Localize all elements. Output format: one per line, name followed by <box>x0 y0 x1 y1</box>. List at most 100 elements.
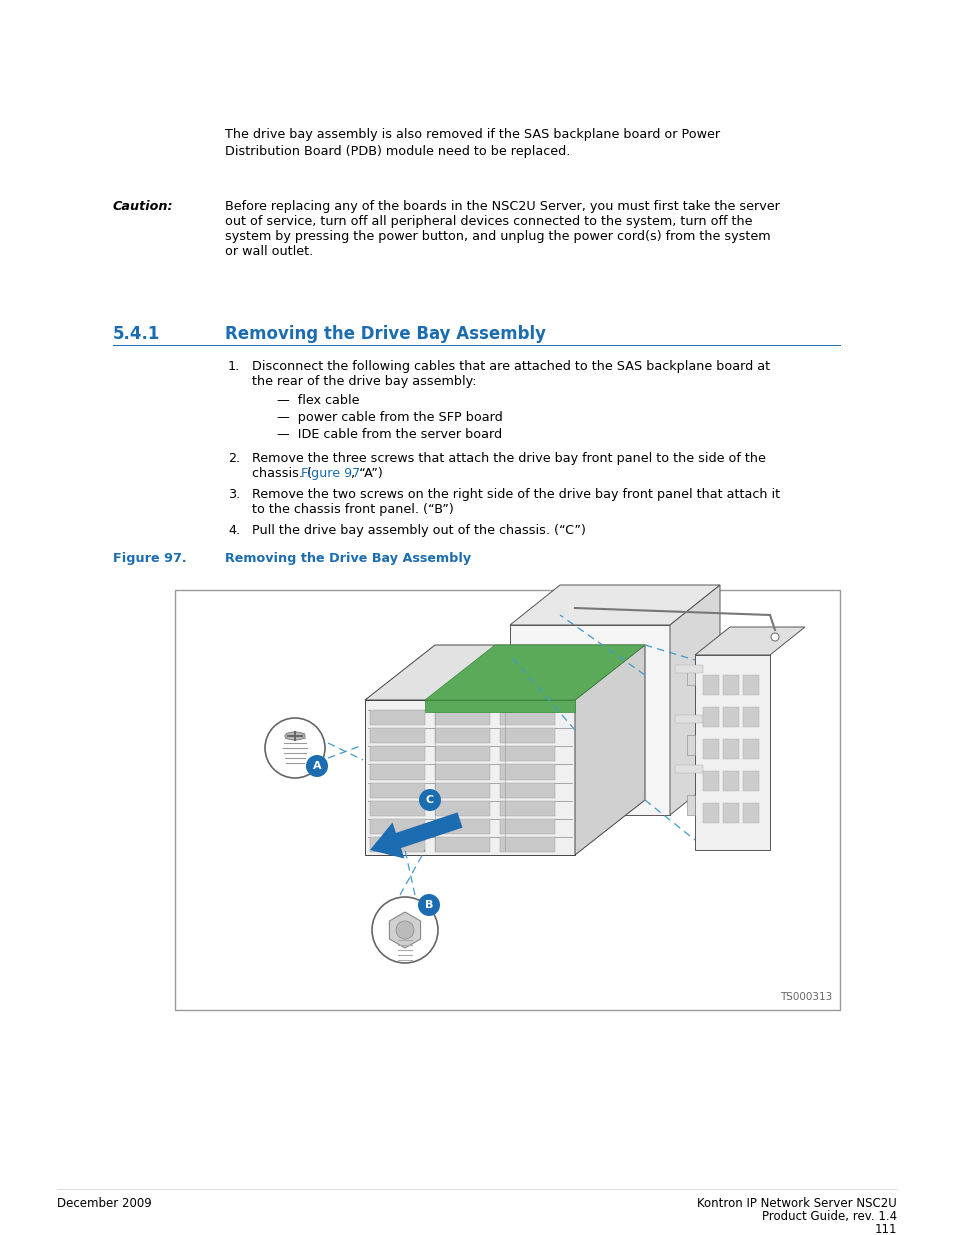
Text: 111: 111 <box>874 1223 896 1235</box>
Text: Product Guide, rev. 1.4: Product Guide, rev. 1.4 <box>761 1210 896 1223</box>
Bar <box>499 729 555 743</box>
Bar <box>742 676 759 695</box>
Polygon shape <box>695 627 804 655</box>
Circle shape <box>372 897 437 963</box>
Circle shape <box>395 921 414 939</box>
Text: or wall outlet.: or wall outlet. <box>225 245 313 258</box>
Text: The drive bay assembly is also removed if the SAS backplane board or Power: The drive bay assembly is also removed i… <box>225 128 720 141</box>
Bar <box>370 764 424 779</box>
Bar <box>435 764 490 779</box>
Bar <box>702 771 719 790</box>
Text: C: C <box>425 795 434 805</box>
Bar <box>675 664 702 673</box>
Text: out of service, turn off all peripheral devices connected to the system, turn of: out of service, turn off all peripheral … <box>225 215 752 228</box>
Bar <box>424 700 575 713</box>
Text: system by pressing the power button, and unplug the power cord(s) from the syste: system by pressing the power button, and… <box>225 230 770 243</box>
Text: Pull the drive bay assembly out of the chassis. (“C”): Pull the drive bay assembly out of the c… <box>252 524 585 537</box>
Bar <box>370 729 424 743</box>
Bar <box>686 735 695 755</box>
Text: 2.: 2. <box>228 452 240 466</box>
Bar <box>499 783 555 798</box>
Text: 1.: 1. <box>228 359 240 373</box>
Bar <box>499 746 555 761</box>
Bar <box>702 706 719 727</box>
Bar <box>722 803 739 823</box>
Text: Figure 97.: Figure 97. <box>112 552 187 564</box>
Polygon shape <box>365 700 575 855</box>
Text: —  power cable from the SFP board: — power cable from the SFP board <box>276 411 502 424</box>
Circle shape <box>265 718 325 778</box>
Text: Kontron IP Network Server NSC2U: Kontron IP Network Server NSC2U <box>697 1197 896 1210</box>
Bar <box>370 837 424 852</box>
Bar <box>370 783 424 798</box>
Bar <box>702 803 719 823</box>
Polygon shape <box>510 625 669 815</box>
Text: —  flex cable: — flex cable <box>276 394 359 408</box>
Bar <box>722 739 739 760</box>
Text: , “A”): , “A”) <box>351 467 382 480</box>
Bar <box>742 803 759 823</box>
Bar <box>702 676 719 695</box>
Text: Disconnect the following cables that are attached to the SAS backplane board at: Disconnect the following cables that are… <box>252 359 769 373</box>
Text: 4.: 4. <box>228 524 240 537</box>
Bar <box>370 746 424 761</box>
Polygon shape <box>695 655 769 850</box>
Bar <box>174 590 840 1010</box>
Bar <box>370 819 424 834</box>
Ellipse shape <box>285 732 305 740</box>
Text: A: A <box>313 761 321 771</box>
Text: Removing the Drive Bay Assembly: Removing the Drive Bay Assembly <box>225 552 471 564</box>
Text: Remove the three screws that attach the drive bay front panel to the side of the: Remove the three screws that attach the … <box>252 452 765 466</box>
Bar <box>686 795 695 815</box>
Text: the rear of the drive bay assembly:: the rear of the drive bay assembly: <box>252 375 476 388</box>
Text: TS000313: TS000313 <box>779 992 831 1002</box>
Bar <box>499 837 555 852</box>
Polygon shape <box>575 645 644 855</box>
Text: 5.4.1: 5.4.1 <box>112 325 160 343</box>
Bar <box>499 800 555 816</box>
Circle shape <box>417 894 439 916</box>
Bar <box>435 819 490 834</box>
Text: Caution:: Caution: <box>112 200 173 212</box>
FancyArrow shape <box>370 813 462 858</box>
Bar <box>686 664 695 685</box>
Text: Figure 97: Figure 97 <box>301 467 360 480</box>
Bar <box>499 764 555 779</box>
Bar <box>435 800 490 816</box>
Text: Removing the Drive Bay Assembly: Removing the Drive Bay Assembly <box>225 325 545 343</box>
Bar <box>370 800 424 816</box>
Bar <box>435 729 490 743</box>
Bar <box>499 819 555 834</box>
Text: 3.: 3. <box>228 488 240 501</box>
Text: B: B <box>424 900 433 910</box>
Polygon shape <box>365 645 644 700</box>
Bar <box>722 706 739 727</box>
Bar <box>742 771 759 790</box>
Text: —  IDE cable from the server board: — IDE cable from the server board <box>276 429 501 441</box>
Bar <box>499 710 555 725</box>
Text: Before replacing any of the boards in the NSC2U Server, you must first take the : Before replacing any of the boards in th… <box>225 200 779 212</box>
Bar <box>370 710 424 725</box>
Bar <box>435 710 490 725</box>
Polygon shape <box>510 585 720 625</box>
Bar <box>702 739 719 760</box>
Polygon shape <box>389 911 420 948</box>
Bar <box>675 715 702 722</box>
Bar <box>722 676 739 695</box>
Circle shape <box>418 789 440 811</box>
Text: Distribution Board (PDB) module need to be replaced.: Distribution Board (PDB) module need to … <box>225 144 570 158</box>
Bar <box>435 746 490 761</box>
Text: to the chassis front panel. (“B”): to the chassis front panel. (“B”) <box>252 503 454 516</box>
Bar <box>722 771 739 790</box>
Bar <box>435 837 490 852</box>
Circle shape <box>770 634 779 641</box>
Polygon shape <box>669 585 720 815</box>
Text: December 2009: December 2009 <box>57 1197 152 1210</box>
Text: chassis. (: chassis. ( <box>252 467 312 480</box>
Circle shape <box>306 755 328 777</box>
Bar <box>675 764 702 773</box>
Text: Remove the two screws on the right side of the drive bay front panel that attach: Remove the two screws on the right side … <box>252 488 780 501</box>
Bar <box>742 739 759 760</box>
Polygon shape <box>424 645 644 700</box>
Bar <box>435 783 490 798</box>
